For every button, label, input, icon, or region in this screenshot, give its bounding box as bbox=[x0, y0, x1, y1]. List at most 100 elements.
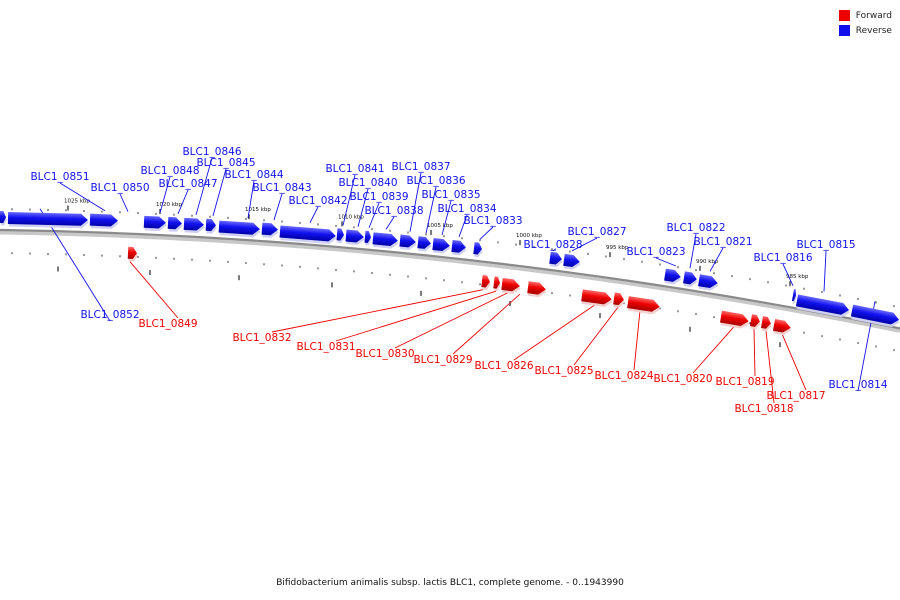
gene-arrow-body bbox=[627, 296, 660, 312]
gene-label-blc1-0839: BLC1_0839 bbox=[349, 191, 408, 203]
gene-arrow-body bbox=[205, 218, 216, 232]
label-leader-line bbox=[394, 292, 509, 349]
gene-arrow-reverse bbox=[183, 217, 205, 234]
legend-item-reverse: Reverse bbox=[838, 23, 892, 38]
gene-arrow-reverse bbox=[0, 211, 7, 226]
gene-arrow-forward bbox=[493, 276, 501, 292]
gene-arrow-reverse bbox=[698, 274, 719, 291]
gene-arrow-reverse bbox=[261, 222, 279, 238]
reverse-swatch-icon bbox=[838, 25, 850, 36]
label-leader-line bbox=[782, 263, 794, 286]
gene-arrow-body bbox=[581, 289, 612, 305]
label-leader-line bbox=[781, 333, 807, 391]
label-leader-line bbox=[709, 247, 724, 272]
label-leader-line bbox=[823, 250, 827, 292]
gene-label-blc1-0817: BLC1_0817 bbox=[766, 390, 825, 402]
gene-arrow-body bbox=[143, 215, 166, 229]
label-leader-line bbox=[458, 214, 468, 238]
gene-arrow-reverse bbox=[345, 229, 365, 246]
label-leader-line bbox=[385, 216, 395, 230]
gene-arrow-body bbox=[89, 213, 118, 227]
scale-label: 1005 kbp bbox=[427, 223, 453, 229]
gene-arrow-forward bbox=[627, 296, 661, 315]
gene-label-blc1-0846: BLC1_0846 bbox=[182, 146, 241, 158]
gene-label-blc1-0824: BLC1_0824 bbox=[594, 370, 653, 382]
label-leader-line bbox=[655, 257, 677, 267]
gene-arrow-body bbox=[183, 217, 204, 231]
gene-arrow-body bbox=[279, 225, 336, 242]
gene-label-blc1-0830: BLC1_0830 bbox=[355, 348, 414, 360]
gene-arrow-forward bbox=[749, 314, 761, 330]
gene-arrow-reverse bbox=[683, 271, 698, 287]
label-leader-line bbox=[571, 237, 598, 252]
gene-arrow-reverse bbox=[167, 216, 183, 232]
label-leader-line bbox=[195, 157, 213, 216]
gene-arrow-reverse bbox=[563, 253, 581, 270]
gene-arrow-reverse bbox=[664, 268, 682, 285]
gene-label-blc1-0828: BLC1_0828 bbox=[523, 239, 582, 251]
gene-arrow-reverse bbox=[791, 289, 797, 304]
gene-label-blc1-0816: BLC1_0816 bbox=[753, 252, 812, 264]
gene-arrow-body bbox=[432, 238, 450, 252]
gene-arrow-reverse bbox=[417, 236, 432, 252]
gene-arrow-reverse bbox=[795, 294, 850, 318]
gene-label-blc1-0832: BLC1_0832 bbox=[232, 332, 291, 344]
label-leader-line bbox=[692, 325, 736, 374]
gene-arrow-body bbox=[795, 294, 850, 315]
legend-label-reverse: Reverse bbox=[855, 25, 892, 36]
label-leader-line bbox=[273, 193, 283, 221]
gene-label-blc1-0822: BLC1_0822 bbox=[666, 222, 725, 234]
gene-label-blc1-0840: BLC1_0840 bbox=[338, 177, 397, 189]
gene-label-blc1-0845: BLC1_0845 bbox=[196, 157, 255, 169]
gene-arrow-body bbox=[372, 232, 398, 246]
label-leader-line bbox=[753, 328, 756, 377]
label-leader-line bbox=[357, 188, 369, 227]
label-leader-line bbox=[309, 206, 319, 223]
gene-arrow-body bbox=[336, 228, 344, 241]
gene-label-blc1-0849: BLC1_0849 bbox=[138, 318, 197, 330]
label-leader-line bbox=[368, 202, 380, 228]
gene-arrow-body bbox=[850, 304, 900, 325]
gene-label-blc1-0842: BLC1_0842 bbox=[288, 195, 347, 207]
gene-arrow-forward bbox=[613, 292, 625, 308]
gene-arrow-body bbox=[772, 318, 791, 333]
label-leader-line bbox=[271, 289, 484, 333]
scale-label: 990 kbp bbox=[696, 259, 719, 265]
gene-label-blc1-0838: BLC1_0838 bbox=[364, 205, 423, 217]
gene-arrow-body bbox=[527, 281, 546, 295]
label-leader-line bbox=[212, 168, 227, 217]
gene-label-blc1-0825: BLC1_0825 bbox=[534, 365, 593, 377]
label-leader-line bbox=[765, 330, 775, 404]
label-leader-line bbox=[342, 174, 356, 226]
gene-arrow-reverse bbox=[473, 242, 483, 258]
gene-arrow-reverse bbox=[218, 220, 261, 238]
gene-arrow-reverse bbox=[372, 232, 399, 249]
label-leader-line bbox=[425, 186, 437, 234]
scale-label: 985 kbp bbox=[786, 274, 809, 280]
gene-label-blc1-0835: BLC1_0835 bbox=[421, 189, 480, 201]
gene-arrow-body bbox=[473, 242, 482, 255]
gene-arrow-body bbox=[127, 246, 137, 260]
gene-label-blc1-0844: BLC1_0844 bbox=[224, 169, 283, 181]
gene-label-blc1-0819: BLC1_0819 bbox=[715, 376, 774, 388]
genome-caption: Bifidobacterium animalis subsp. lactis B… bbox=[276, 578, 624, 588]
gene-label-blc1-0837: BLC1_0837 bbox=[391, 161, 450, 173]
label-leader-line bbox=[441, 200, 452, 236]
gene-arrow-body bbox=[501, 278, 520, 292]
gene-arrow-reverse bbox=[850, 304, 900, 328]
gene-arrow-body bbox=[613, 292, 624, 306]
gene-arrow-forward bbox=[127, 246, 138, 262]
label-leader-line bbox=[633, 310, 641, 371]
scale-label: 1015 kbp bbox=[245, 207, 271, 213]
legend: Forward Reverse bbox=[838, 8, 892, 38]
gene-arrow-body bbox=[261, 222, 278, 236]
gene-arrow-body bbox=[683, 271, 697, 285]
gene-label-blc1-0821: BLC1_0821 bbox=[693, 236, 752, 248]
label-leader-line bbox=[452, 293, 521, 355]
gene-arrow-body bbox=[749, 314, 760, 327]
gene-label-blc1-0820: BLC1_0820 bbox=[653, 373, 712, 385]
gene-label-blc1-0827: BLC1_0827 bbox=[567, 226, 626, 238]
gene-label-blc1-0815: BLC1_0815 bbox=[796, 239, 855, 251]
gene-arrow-reverse bbox=[279, 225, 337, 244]
